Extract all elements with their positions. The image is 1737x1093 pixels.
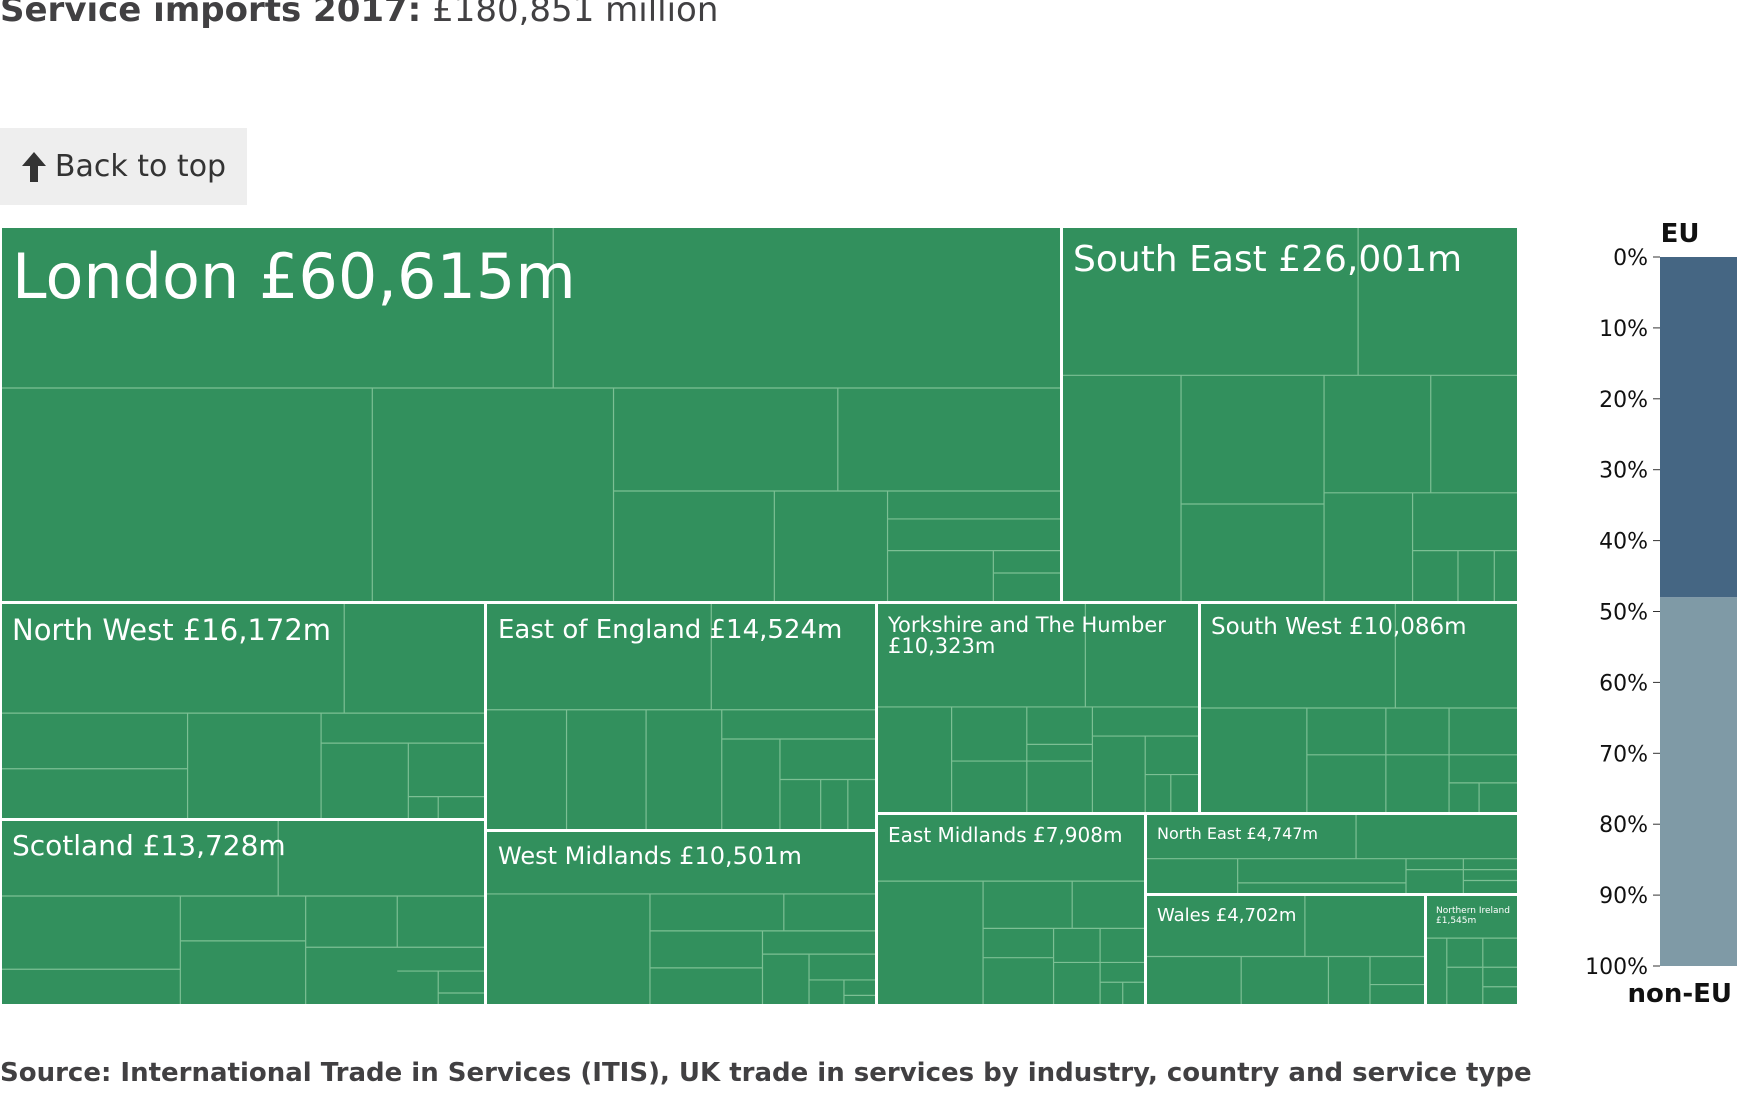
headline-label: Service imports 2017: (0, 0, 422, 30)
non-eu-share-bar (1660, 597, 1737, 966)
region-tile[interactable] (1147, 815, 1517, 893)
region-label: East of England £14,524m (498, 615, 842, 645)
y-tick-label: 60% (1599, 671, 1648, 696)
y-tick-label: 10% (1599, 317, 1648, 342)
y-tick-label: 80% (1599, 813, 1648, 838)
chart-headline: Service imports 2017: £180,851 million (0, 0, 718, 32)
y-tick-label: 0% (1613, 246, 1648, 271)
source-note: Source: International Trade in Services … (0, 1058, 1532, 1088)
y-tick-label: 70% (1599, 742, 1648, 767)
region-tile[interactable] (1147, 896, 1424, 1004)
treemap-region-wales[interactable]: Wales £4,702m (1147, 896, 1424, 1004)
region-label: North West £16,172m (12, 613, 331, 647)
treemap-region-yorkshire-and-the-humber[interactable]: Yorkshire and The Humber £10,323m (878, 604, 1198, 812)
region-label: East Midlands £7,908m (888, 823, 1122, 847)
y-tick-label: 20% (1599, 388, 1648, 413)
region-label-line: Northern Ireland (1436, 906, 1510, 916)
treemap-region-east-of-england[interactable]: East of England £14,524m (487, 604, 875, 829)
arrow-up-icon (21, 151, 47, 183)
y-tick-label: 30% (1599, 459, 1648, 484)
y-tick-label: 40% (1599, 530, 1648, 555)
region-label-line: £10,323m (888, 634, 995, 658)
region-label: North East £4,747m (1157, 824, 1318, 843)
region-tile[interactable] (1063, 228, 1517, 601)
region-tile[interactable] (487, 832, 875, 1004)
region-label: Northern Ireland £1,545m (1436, 906, 1510, 926)
treemap-region-london[interactable]: London £60,615m (2, 228, 1060, 601)
treemap-region-scotland[interactable]: Scotland £13,728m (2, 821, 484, 1004)
region-label: Wales £4,702m (1157, 905, 1296, 926)
region-label: London £60,615m (12, 240, 576, 313)
treemap-region-south-east[interactable]: South East £26,001m (1063, 228, 1517, 601)
region-label: South West £10,086m (1211, 614, 1467, 640)
headline-total: £180,851 million (432, 0, 719, 30)
region-label: South East £26,001m (1073, 239, 1462, 280)
region-label-line: Yorkshire and The Humber (887, 613, 1166, 637)
eu-label: EU (1661, 219, 1700, 249)
region-tile[interactable] (2, 821, 484, 1004)
non-eu-label: non-EU (1627, 979, 1732, 1009)
region-label: Yorkshire and The Humber £10,323m (887, 613, 1166, 658)
region-label: Scotland £13,728m (12, 829, 286, 862)
y-tick-label: 50% (1599, 601, 1648, 626)
treemap-region-northern-ireland[interactable]: Northern Ireland £1,545m (1427, 896, 1517, 1004)
region-tile[interactable] (1427, 896, 1517, 1004)
region-label-line: £1,545m (1436, 916, 1476, 926)
treemap-region-north-west[interactable]: North West £16,172m (2, 604, 484, 818)
treemap-region-north-east[interactable]: North East £4,747m (1147, 815, 1517, 893)
region-label: West Midlands £10,501m (498, 842, 802, 870)
treemap-region-south-west[interactable]: South West £10,086m (1201, 604, 1517, 812)
back-to-top-button[interactable]: Back to top (0, 128, 247, 205)
treemap-region-west-midlands[interactable]: West Midlands £10,501m (487, 832, 875, 1004)
y-tick-label: 100% (1585, 955, 1648, 980)
back-to-top-label: Back to top (54, 149, 227, 184)
y-tick-label: 90% (1599, 884, 1648, 909)
region-tile[interactable] (2, 228, 1060, 601)
region-tile[interactable] (487, 604, 875, 829)
regional-treemap: London £60,615m South East £26,001m North … (0, 226, 1520, 1006)
eu-share-bar-chart: 0% 10% 20% 30% 40% 50% 60% 70% 80% 90% 100% EU non-E… (1585, 219, 1737, 1009)
region-tile[interactable] (2, 604, 484, 818)
treemap-region-east-midlands[interactable]: East Midlands £7,908m (878, 815, 1144, 1004)
eu-share-bar (1660, 257, 1737, 598)
